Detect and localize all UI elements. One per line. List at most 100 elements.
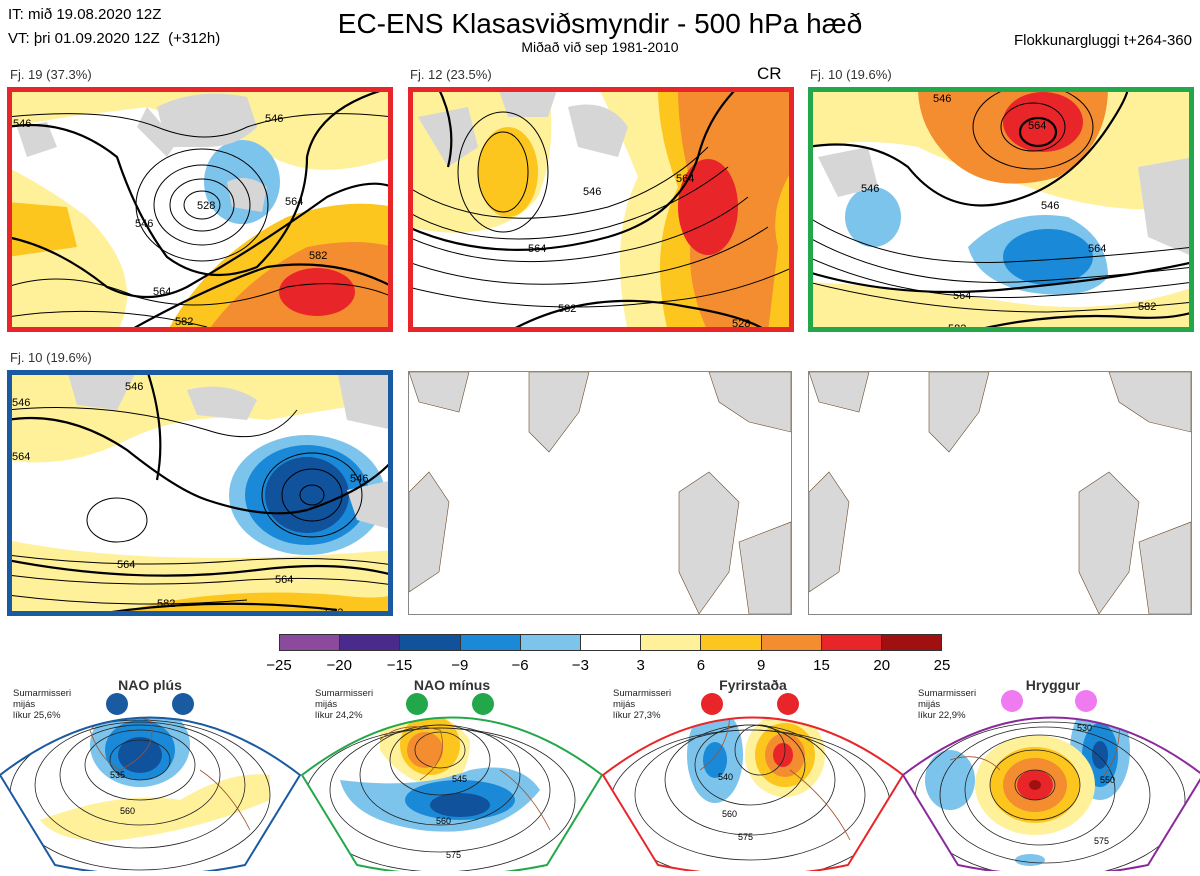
cluster-1-frame (7, 87, 393, 332)
contour-label: 560 (722, 809, 737, 819)
colorbar-swatch (460, 635, 521, 650)
colorbar-swatch (520, 635, 581, 650)
colorbar-swatch (340, 635, 401, 650)
contour-label: 528 (197, 200, 215, 212)
contour-label: 564 (1028, 120, 1046, 132)
regime-2-dot-left (406, 693, 428, 715)
cluster-4-frame (7, 370, 393, 616)
regime-prob: líkur 22,9% (918, 710, 966, 721)
contour-label: 582 (309, 250, 327, 262)
contour-label: 560 (436, 816, 451, 826)
colorbar-tick-label: −3 (571, 657, 589, 674)
contour-label: 546 (583, 186, 601, 198)
colorbar-swatch (641, 635, 702, 650)
contour-label: 546 (135, 218, 153, 230)
colorbar-swatch (400, 635, 461, 650)
cluster-2-frame (408, 87, 794, 332)
regime-season: Sumarmisseri (315, 688, 374, 699)
regime-1-name: NAO plús (118, 677, 182, 693)
contour-label: 546 (125, 381, 143, 393)
contour-label: 564 (1088, 243, 1106, 255)
panel-2-tag: CR (757, 64, 782, 83)
cluster-3-frame (808, 87, 1194, 332)
classification-window: Flokkunargluggi t+264-360 (1013, 32, 1192, 49)
colorbar-tick-label: 15 (813, 657, 830, 674)
contour-label: 546 (12, 397, 30, 409)
regime-1-info: Sumarmisseri mijás líkur 25,6% (13, 688, 71, 721)
regime-4-name: Hryggur (1025, 677, 1081, 693)
panel-1-label: Fj. 19 (37.3%) (10, 67, 92, 82)
contour-label: 564 (676, 173, 694, 185)
colorbar-swatch (580, 635, 642, 650)
colorbar-tick-label: 6 (696, 657, 706, 674)
contour-label: 546 (861, 183, 879, 195)
empty-map-5 (408, 371, 792, 615)
anomaly-colorbar (279, 634, 942, 651)
regime-prob: líkur 24,2% (315, 710, 363, 721)
colorbar-tick-label: −25 (266, 657, 292, 674)
regime-method: mijás (13, 699, 36, 710)
colorbar-swatch (701, 635, 762, 650)
regime-1-dot-left (106, 693, 128, 715)
colorbar-tick-label: −20 (326, 657, 352, 674)
panel-3-label: Fj. 10 (19.6%) (810, 67, 892, 82)
regime-prob: líkur 25,6% (13, 710, 61, 721)
cluster-map-3: 546 546 564 546 564 564 582 582 (808, 87, 1194, 332)
cluster-map-2: 546 564 564 582 528 (408, 87, 794, 332)
header-times: IT: mið 19.08.2020 12Z VT: þri 01.09.202… (8, 3, 220, 51)
contour-label: 546 (265, 113, 283, 125)
regime-season: Sumarmisseri (613, 688, 672, 699)
regime-prob: líkur 27,3% (613, 710, 661, 721)
regime-2-dot-right (472, 693, 494, 715)
regime-method: mijás (613, 699, 636, 710)
colorbar-tick-label: 25 (933, 657, 951, 674)
colorbar-tick-label: −6 (511, 657, 529, 674)
contour-label: 564 (285, 196, 303, 208)
cluster-map-1: 546 546 546 528 564 564 582 582 (7, 87, 393, 332)
contour-label: 546 (933, 93, 951, 105)
regime-4-dot-right (1075, 690, 1097, 712)
contour-label: 575 (1094, 836, 1109, 846)
regime-3-name: Fyrirstaða (719, 677, 787, 693)
weather-regimes: 535 560 545 560 575 (0, 680, 1200, 876)
valid-time: VT: þri 01.09.2020 12Z (+312h) (8, 30, 221, 47)
contour-label: 530 (1077, 723, 1092, 733)
colorbar-tick-label: 20 (873, 657, 891, 674)
contour-label: 564 (12, 451, 30, 463)
regime-4-dot-left (1001, 690, 1023, 712)
regime-3-dot-right (777, 693, 799, 715)
contour-label: 540 (718, 772, 733, 782)
contour-label: 550 (1100, 775, 1115, 785)
contour-label: 546 (13, 118, 31, 130)
contour-label: 564 (275, 574, 293, 586)
panel-2-label: Fj. 12 (23.5%) (410, 67, 492, 82)
contour-label: 546 (1041, 200, 1059, 212)
regime-method: mijás (918, 699, 941, 710)
contour-label: 575 (446, 850, 461, 860)
colorbar-tick-label: 3 (636, 657, 645, 674)
contour-label: 535 (110, 770, 125, 780)
colorbar-swatch (881, 635, 942, 650)
contour-label: 582 (558, 303, 576, 315)
contour-label: 564 (953, 290, 971, 302)
regime-method: mijás (315, 699, 338, 710)
contour-label: 564 (117, 559, 135, 571)
contour-label: 546 (350, 473, 368, 485)
regime-1-dot-right (172, 693, 194, 715)
colorbar-tick-label: −15 (386, 657, 413, 674)
page-title: EC-ENS Klasasviðsmyndir - 500 hPa hæð (337, 8, 863, 39)
regime-2-info: Sumarmisseri mijás líkur 24,2% (315, 688, 373, 721)
colorbar-swatch (821, 635, 882, 650)
regime-2-name: NAO mínus (413, 677, 491, 693)
cluster-map-4: 546 546 564 564 564 582 582 546 (7, 370, 393, 616)
contour-label: 564 (528, 243, 546, 255)
regime-3-dot-left (701, 693, 723, 715)
contour-label: 582 (175, 316, 193, 328)
contour-label: 582 (157, 598, 175, 610)
page-subtitle: Miðað við sep 1981-2010 (521, 39, 679, 55)
colorbar-tick-label: 9 (757, 657, 766, 674)
colorbar-swatch (280, 635, 341, 650)
contour-label: 564 (153, 286, 171, 298)
contour-label: 560 (120, 806, 135, 816)
regime-fans: 535 560 545 560 575 (0, 716, 1200, 876)
